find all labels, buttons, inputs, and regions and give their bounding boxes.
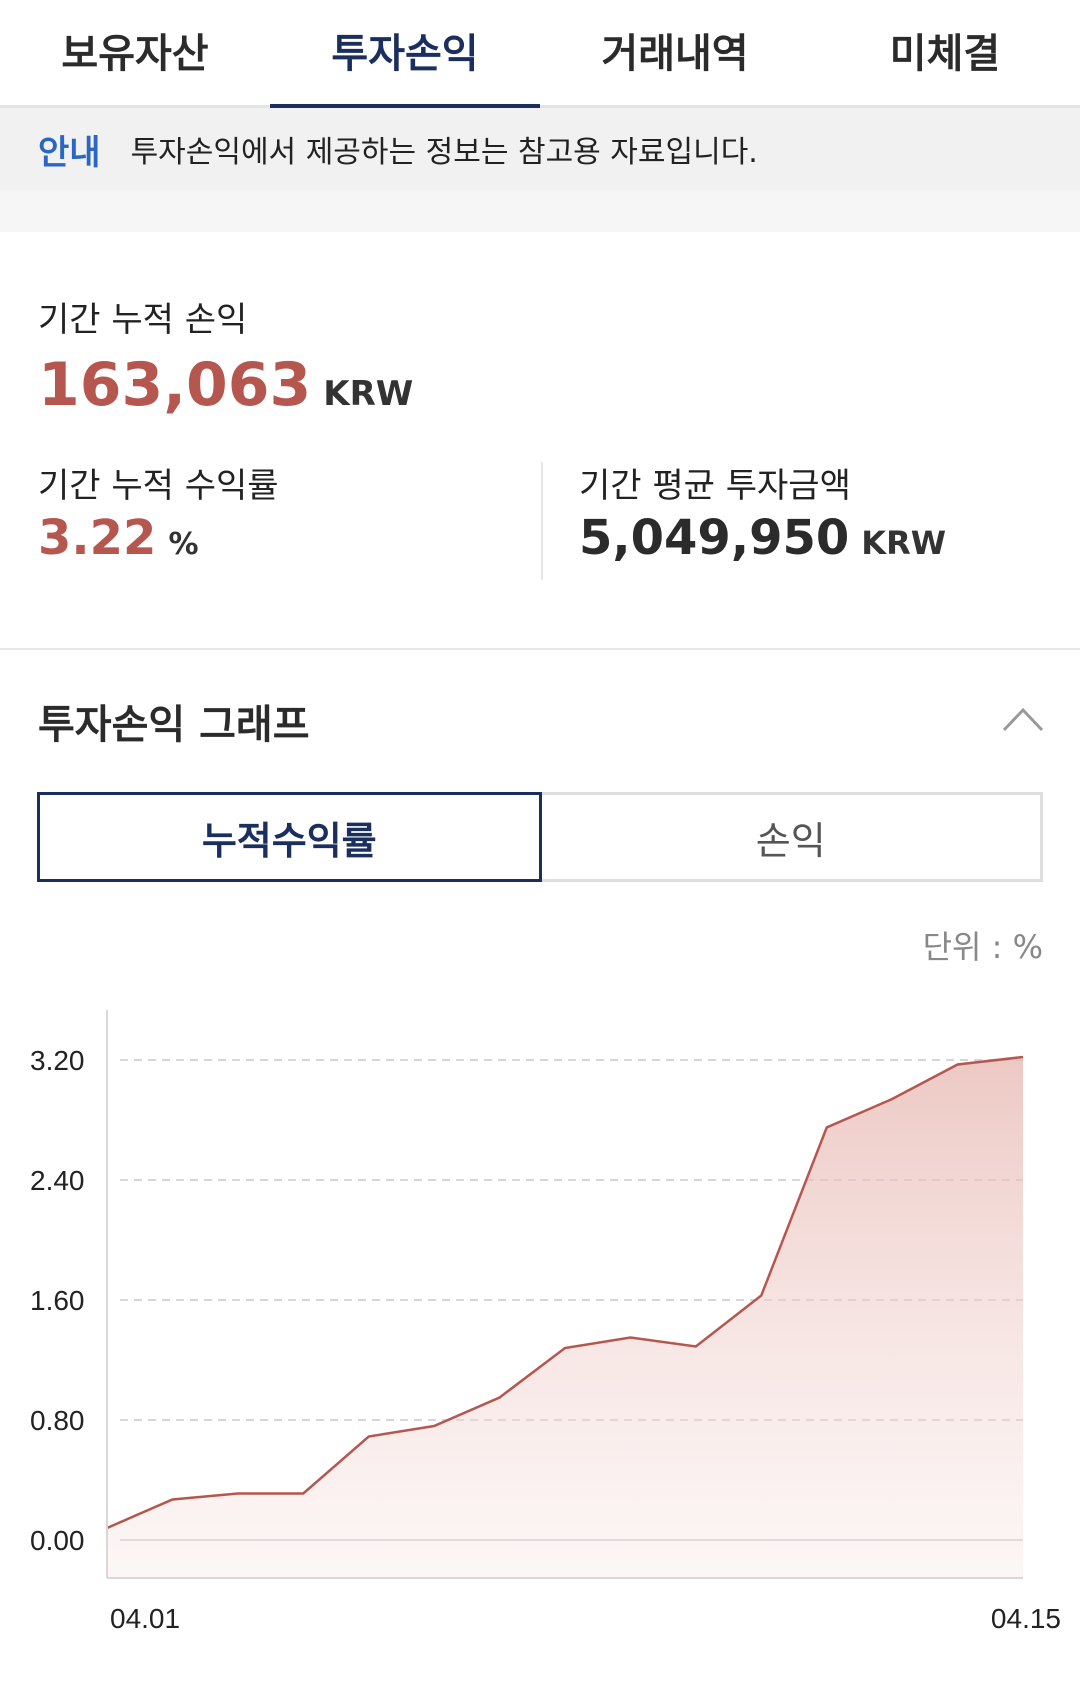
chevron-up-icon[interactable] bbox=[1000, 702, 1046, 736]
tab-unfilled[interactable]: 미체결 bbox=[889, 30, 1001, 77]
return-rate-label: 기간 누적 수익률 bbox=[38, 466, 279, 506]
tab-transactions[interactable]: 거래내역 bbox=[601, 30, 749, 77]
notice-label: 안내 bbox=[38, 132, 101, 173]
summary-divider bbox=[541, 462, 543, 580]
chart-unit-label: 단위 : % bbox=[922, 928, 1043, 966]
section-divider bbox=[0, 648, 1080, 650]
cumulative-pl-unit: KRW bbox=[323, 374, 414, 414]
toggle-cumulative-return[interactable]: 누적수익률 bbox=[37, 792, 542, 882]
return-rate-unit: % bbox=[168, 527, 199, 562]
notice-text: 투자손익에서 제공하는 정보는 참고용 자료입니다. bbox=[130, 135, 758, 170]
avg-invest-value: 5,049,950 KRW bbox=[579, 510, 946, 566]
chart-series-line bbox=[106, 1055, 1024, 1530]
tab-holdings[interactable]: 보유자산 bbox=[61, 30, 209, 77]
section-gap bbox=[0, 190, 1080, 232]
chart-mode-toggle: 누적수익률 손익 bbox=[37, 792, 1043, 882]
cumulative-pl-value: 163,063 KRW bbox=[38, 350, 414, 420]
cumulative-pl-label: 기간 누적 손익 bbox=[38, 300, 248, 340]
chart-y-tick-label: 3.20 bbox=[30, 1045, 85, 1076]
chart-y-tick-label: 1.60 bbox=[30, 1285, 85, 1316]
graph-title: 투자손익 그래프 bbox=[38, 702, 310, 748]
chart-area-fill bbox=[107, 1057, 1023, 1578]
avg-invest-unit: KRW bbox=[861, 524, 946, 562]
chart-y-tick-label: 0.00 bbox=[30, 1525, 85, 1556]
chart-y-tick-label: 2.40 bbox=[30, 1165, 85, 1196]
chart-x-tick-label: 04.15 bbox=[991, 1603, 1061, 1634]
chart-x-tick-label: 04.01 bbox=[110, 1603, 180, 1634]
summary-panel: 기간 누적 손익 163,063 KRW 기간 누적 수익률 3.22% 기간 평… bbox=[0, 232, 1080, 650]
avg-invest-label: 기간 평균 투자금액 bbox=[579, 466, 851, 506]
return-rate-value: 3.22% bbox=[38, 510, 199, 566]
chart-y-tick-label: 0.80 bbox=[30, 1405, 85, 1436]
tab-investment-pl[interactable]: 투자손익 bbox=[270, 0, 540, 108]
return-chart: 3.20 2.40 1.60 0.80 0.00 04.01 04.15 bbox=[30, 1010, 1061, 1634]
tab-bar: 보유자산 투자손익 거래내역 미체결 bbox=[0, 0, 1080, 108]
toggle-profit-loss[interactable]: 손익 bbox=[541, 792, 1043, 882]
notice-banner: 안내 투자손익에서 제공하는 정보는 참고용 자료입니다. bbox=[0, 108, 1080, 190]
